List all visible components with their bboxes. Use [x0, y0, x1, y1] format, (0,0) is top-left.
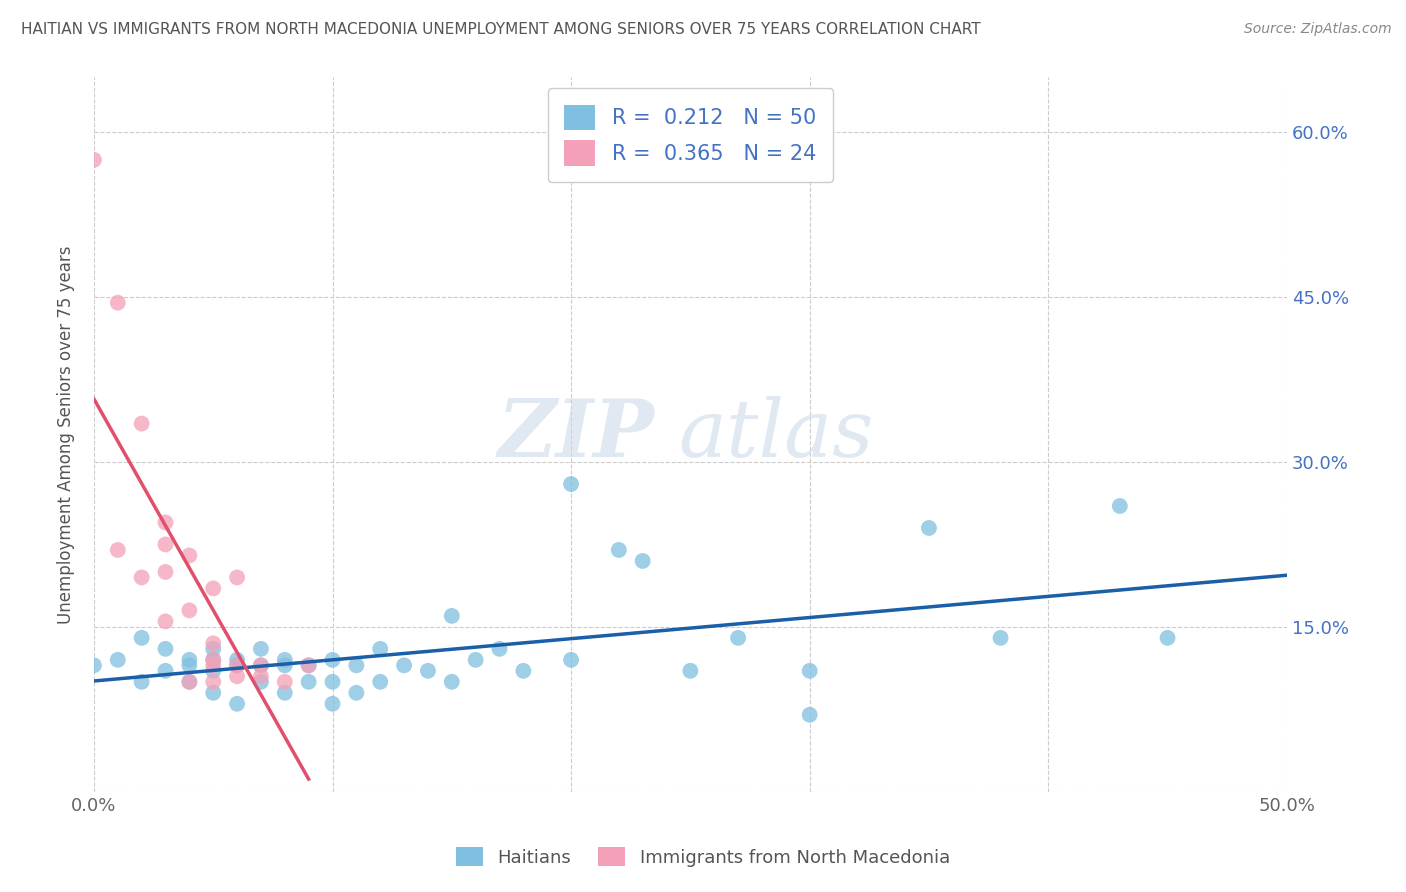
Point [155, 615, 177, 629]
Point [131, 631, 153, 645]
Point [250, 641, 273, 656]
Point [155, 516, 177, 530]
Point [131, 674, 153, 689]
Point [107, 295, 129, 310]
Point [202, 582, 225, 596]
Point [1108, 499, 1130, 513]
Point [179, 603, 201, 617]
Point [918, 521, 941, 535]
Point [250, 658, 273, 673]
Point [107, 653, 129, 667]
Point [179, 674, 201, 689]
Point [727, 631, 749, 645]
Point [250, 658, 273, 673]
Point [440, 674, 463, 689]
Y-axis label: Unemployment Among Seniors over 75 years: Unemployment Among Seniors over 75 years [58, 245, 75, 624]
Point [607, 543, 630, 558]
Point [202, 674, 225, 689]
Point [179, 658, 201, 673]
Point [202, 664, 225, 678]
Legend: Haitians, Immigrants from North Macedonia: Haitians, Immigrants from North Macedoni… [449, 840, 957, 874]
Point [179, 653, 201, 667]
Point [107, 543, 129, 558]
Point [155, 565, 177, 579]
Point [321, 674, 343, 689]
Point [226, 697, 249, 711]
Point [226, 653, 249, 667]
Point [226, 658, 249, 673]
Point [416, 664, 439, 678]
Point [799, 707, 821, 722]
Point [202, 686, 225, 700]
Point [274, 653, 297, 667]
Point [274, 674, 297, 689]
Point [679, 664, 702, 678]
Point [344, 658, 367, 673]
Text: atlas: atlas [679, 396, 873, 474]
Point [392, 658, 415, 673]
Point [274, 686, 297, 700]
Point [131, 570, 153, 584]
Point [464, 653, 486, 667]
Point [202, 653, 225, 667]
Text: ZIP: ZIP [498, 396, 655, 474]
Point [321, 653, 343, 667]
Point [560, 477, 582, 491]
Point [1156, 631, 1178, 645]
Point [202, 641, 225, 656]
Point [344, 686, 367, 700]
Point [131, 417, 153, 431]
Legend: R =  0.212   N = 50, R =  0.365   N = 24: R = 0.212 N = 50, R = 0.365 N = 24 [547, 87, 834, 183]
Point [226, 669, 249, 683]
Point [488, 641, 510, 656]
Point [560, 653, 582, 667]
Point [179, 549, 201, 563]
Point [298, 658, 321, 673]
Point [202, 636, 225, 650]
Text: Source: ZipAtlas.com: Source: ZipAtlas.com [1244, 22, 1392, 37]
Point [202, 653, 225, 667]
Point [155, 664, 177, 678]
Point [179, 674, 201, 689]
Point [155, 537, 177, 551]
Text: HAITIAN VS IMMIGRANTS FROM NORTH MACEDONIA UNEMPLOYMENT AMONG SENIORS OVER 75 YE: HAITIAN VS IMMIGRANTS FROM NORTH MACEDON… [21, 22, 981, 37]
Point [321, 697, 343, 711]
Point [202, 658, 225, 673]
Point [368, 674, 391, 689]
Point [512, 664, 534, 678]
Point [155, 641, 177, 656]
Point [631, 554, 654, 568]
Point [226, 570, 249, 584]
Point [298, 658, 321, 673]
Point [274, 658, 297, 673]
Point [440, 608, 463, 623]
Point [250, 674, 273, 689]
Point [83, 658, 105, 673]
Point [990, 631, 1012, 645]
Point [368, 641, 391, 656]
Point [83, 153, 105, 167]
Point [298, 674, 321, 689]
Point [250, 669, 273, 683]
Point [226, 658, 249, 673]
Point [799, 664, 821, 678]
